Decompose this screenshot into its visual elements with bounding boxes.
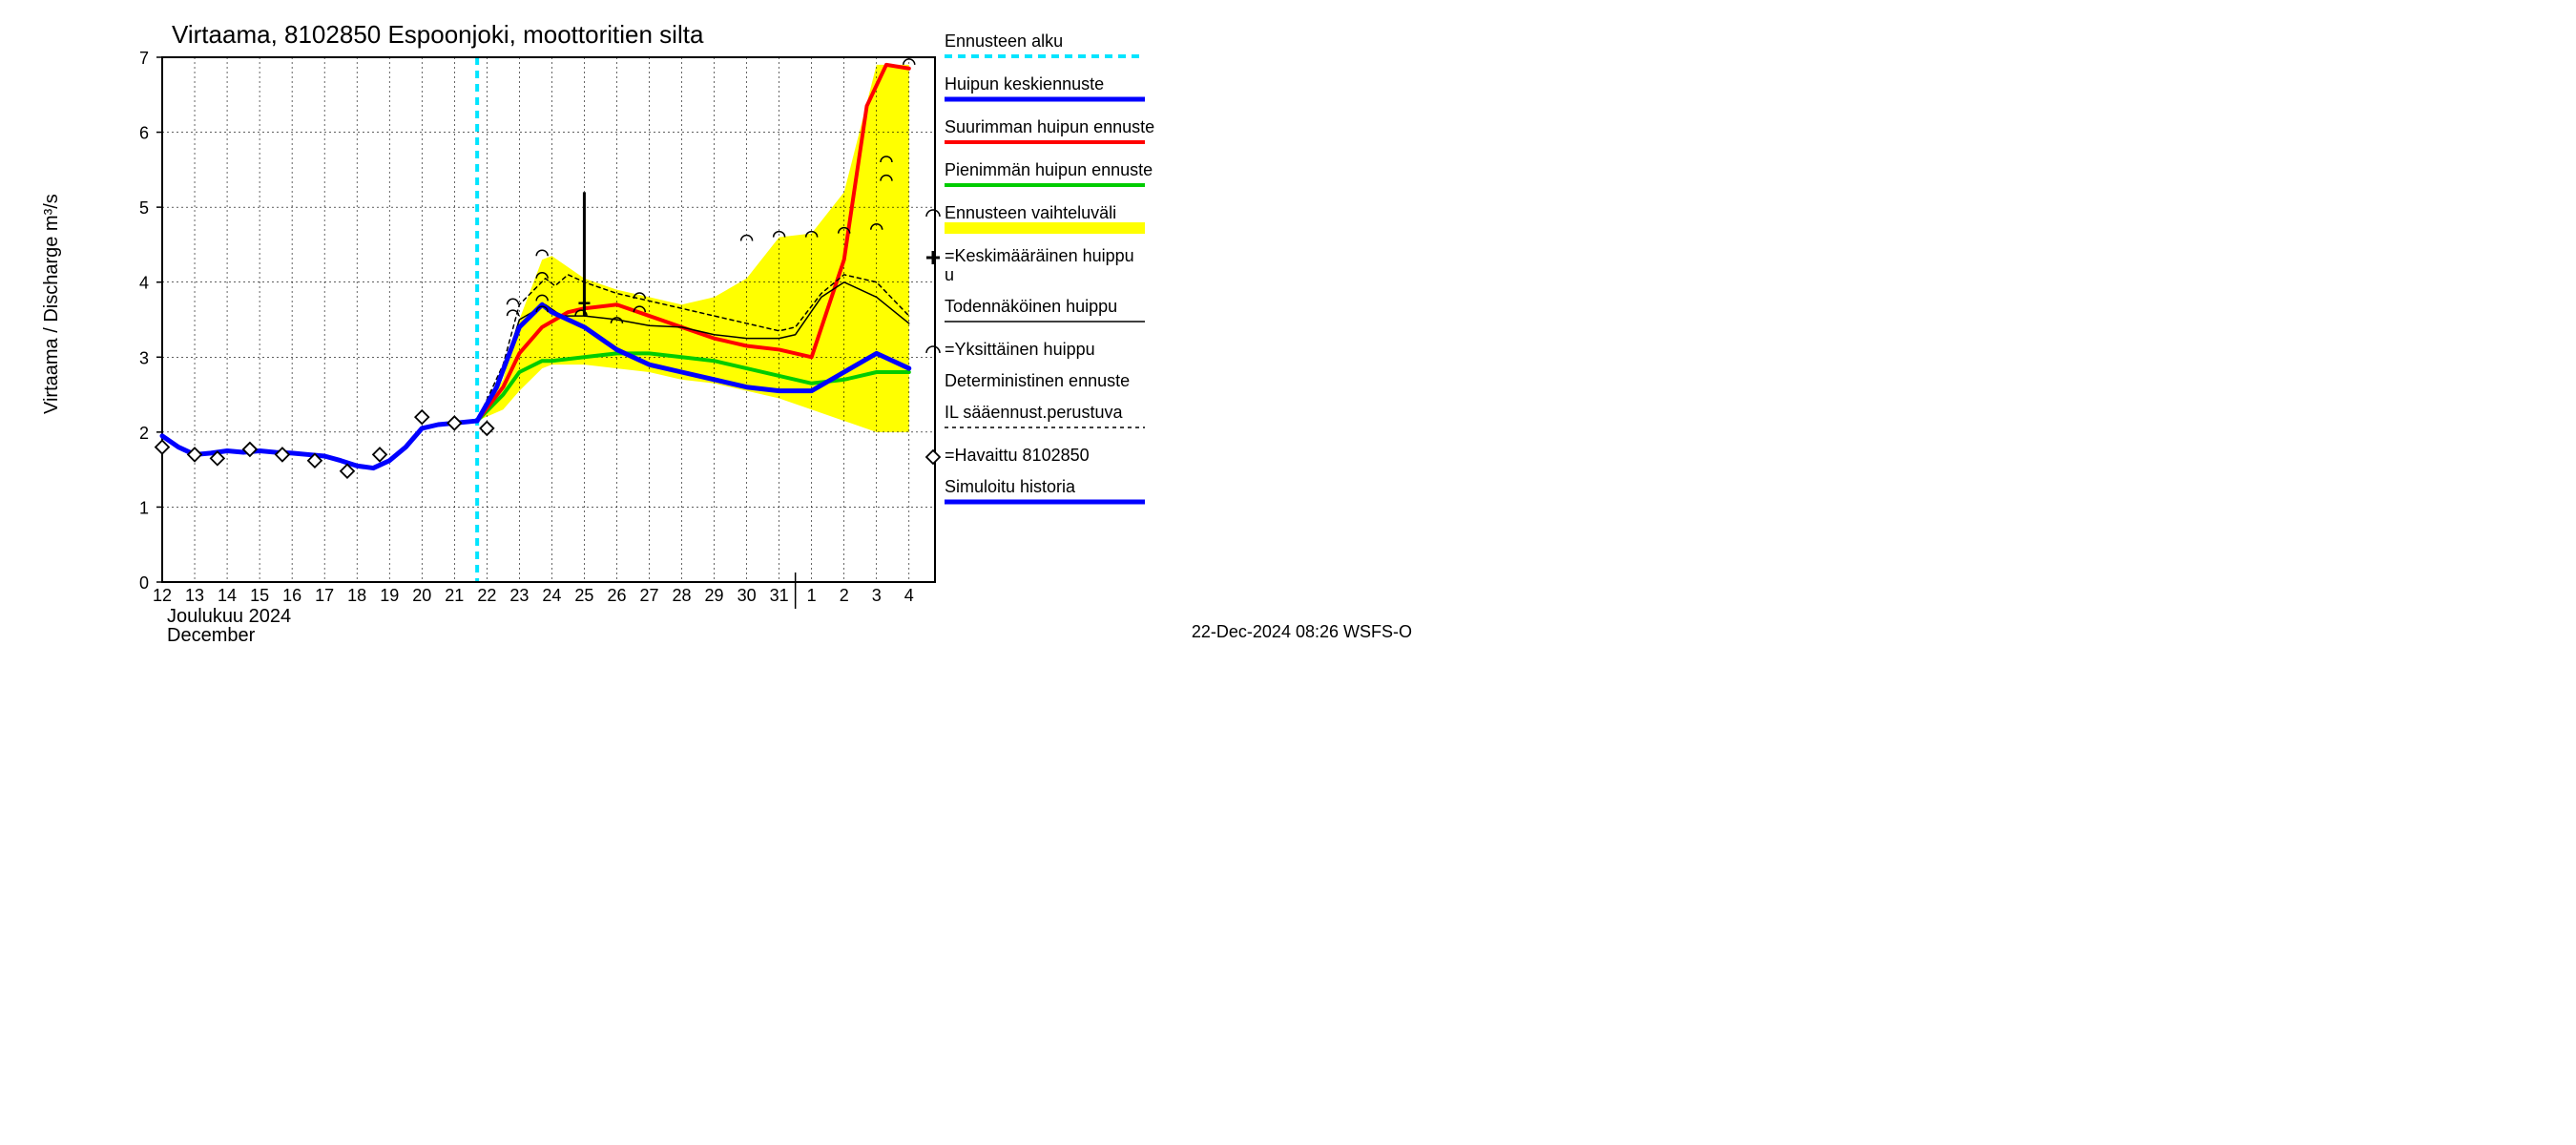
month-label-2: December bbox=[167, 625, 256, 646]
legend-label: IL sääennust.perustuva bbox=[945, 403, 1123, 422]
y-tick-label: 3 bbox=[139, 348, 149, 367]
y-tick-label: 5 bbox=[139, 198, 149, 218]
y-tick-label: 0 bbox=[139, 573, 149, 593]
x-tick-label: 26 bbox=[607, 586, 626, 605]
legend-label: Huipun keskiennuste bbox=[945, 74, 1104, 94]
legend-label: Pienimmän huipun ennuste bbox=[945, 160, 1153, 179]
x-tick-label: 20 bbox=[412, 586, 431, 605]
x-tick-label: 16 bbox=[282, 586, 301, 605]
x-tick-label: 21 bbox=[445, 586, 464, 605]
x-tick-label: 4 bbox=[904, 586, 914, 605]
x-tick-label: 28 bbox=[673, 586, 692, 605]
legend-swatch bbox=[945, 222, 1145, 234]
x-tick-label: 14 bbox=[218, 586, 237, 605]
x-tick-label: 30 bbox=[737, 586, 757, 605]
legend-label: Ennusteen vaihteluväli bbox=[945, 203, 1116, 222]
y-tick-label: 4 bbox=[139, 274, 149, 293]
legend-item-observed: =Havaittu 8102850 bbox=[926, 446, 1090, 465]
x-tick-label: 13 bbox=[185, 586, 204, 605]
legend-label: =Yksittäinen huippu bbox=[945, 340, 1095, 359]
x-tick-label: 23 bbox=[509, 586, 529, 605]
x-tick-label: 27 bbox=[639, 586, 658, 605]
y-tick-label: 7 bbox=[139, 49, 149, 68]
x-tick-label: 3 bbox=[872, 586, 882, 605]
y-tick-label: 2 bbox=[139, 424, 149, 443]
chart-svg: 0123456712131415161718192021222324252627… bbox=[0, 0, 1431, 649]
x-tick-label: 15 bbox=[250, 586, 269, 605]
legend-item-band: Ennusteen vaihteluväli bbox=[926, 203, 1145, 234]
x-tick-label: 12 bbox=[153, 586, 172, 605]
x-tick-label: 17 bbox=[315, 586, 334, 605]
x-tick-label: 19 bbox=[380, 586, 399, 605]
x-tick-label: 22 bbox=[477, 586, 496, 605]
legend-label-line2: u bbox=[945, 265, 954, 284]
legend-item-single_peak: =Yksittäinen huippu bbox=[926, 340, 1095, 359]
chart-title: Virtaama, 8102850 Espoonjoki, moottoriti… bbox=[172, 20, 704, 49]
legend-label: Simuloitu historia bbox=[945, 477, 1076, 496]
x-tick-label: 31 bbox=[770, 586, 789, 605]
legend-item-deterministic: Deterministinen ennuste bbox=[945, 371, 1130, 390]
x-tick-label: 29 bbox=[705, 586, 724, 605]
discharge-forecast-chart: 0123456712131415161718192021222324252627… bbox=[0, 0, 1431, 649]
legend-label: Ennusteen alku bbox=[945, 31, 1063, 51]
legend-label: =Keskimääräinen huippu bbox=[945, 246, 1134, 265]
legend-label: Todennäköinen huippu bbox=[945, 297, 1117, 316]
y-tick-label: 6 bbox=[139, 124, 149, 143]
legend-item-avg_peak: =Keskimääräinen huippu bbox=[926, 246, 1134, 265]
month-label-1: Joulukuu 2024 bbox=[167, 606, 291, 627]
legend-label: =Havaittu 8102850 bbox=[945, 446, 1090, 465]
legend-label: Suurimman huipun ennuste bbox=[945, 117, 1154, 136]
x-tick-label: 18 bbox=[347, 586, 366, 605]
x-tick-label: 25 bbox=[574, 586, 593, 605]
legend-label: Deterministinen ennuste bbox=[945, 371, 1130, 390]
x-tick-label: 1 bbox=[807, 586, 817, 605]
x-tick-label: 2 bbox=[840, 586, 849, 605]
y-tick-label: 1 bbox=[139, 498, 149, 517]
x-tick-label: 24 bbox=[542, 586, 561, 605]
y-axis-label: Virtaama / Discharge m³/s bbox=[41, 194, 62, 414]
footer-timestamp: 22-Dec-2024 08:26 WSFS-O bbox=[1192, 622, 1412, 641]
